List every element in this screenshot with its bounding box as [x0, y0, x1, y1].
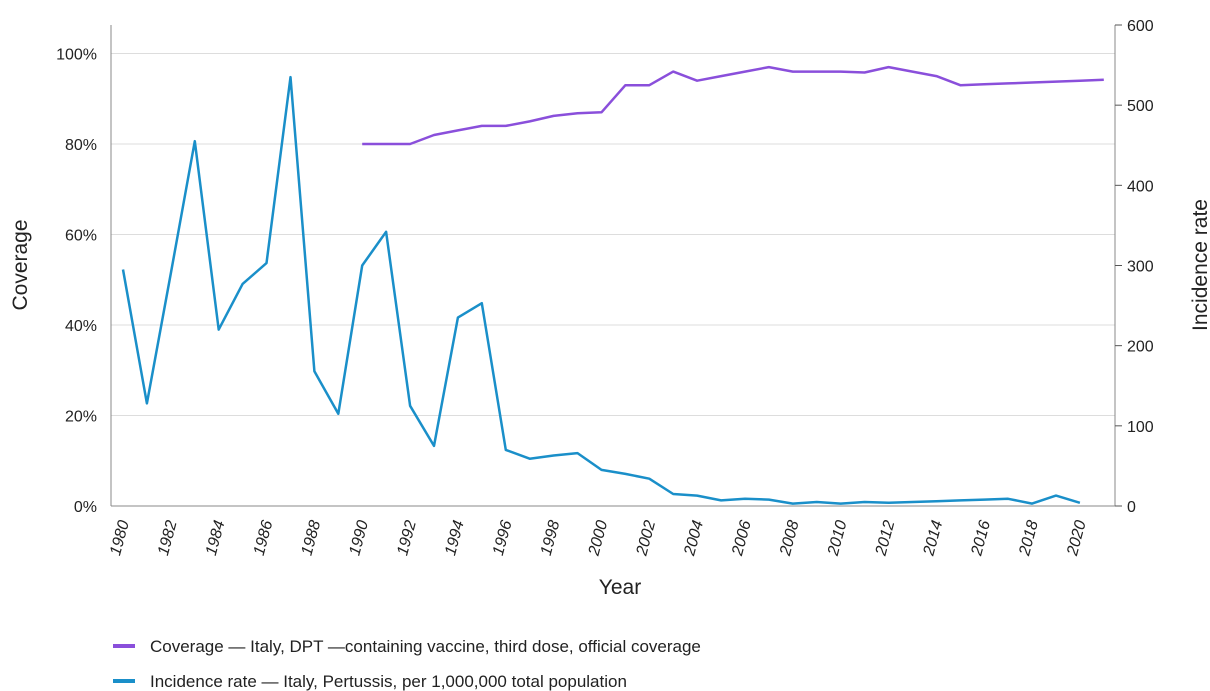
x-tick-label: 2002	[633, 519, 659, 559]
legend-swatch-incidence	[113, 679, 135, 683]
axes	[110, 25, 1116, 507]
x-tick-label: 2016	[968, 519, 994, 559]
y-right-tick-label: 500	[1127, 98, 1154, 115]
y-right-tick-label: 0	[1127, 499, 1136, 516]
x-tick-label: 2008	[777, 519, 803, 559]
x-tick-label: 1994	[442, 519, 468, 558]
legend-label-coverage: Coverage — Italy, DPT —containing vaccin…	[150, 637, 701, 656]
y-right-tick-label: 100	[1127, 419, 1154, 436]
legend: Coverage — Italy, DPT —containing vaccin…	[113, 637, 701, 691]
x-tick-label: 2018	[1016, 519, 1042, 559]
x-tick-label: 1986	[251, 519, 277, 558]
y-left-tick-label: 60%	[65, 228, 97, 245]
legend-item-incidence[interactable]: Incidence rate — Italy, Pertussis, per 1…	[113, 672, 627, 691]
x-tick-label: 1998	[538, 519, 564, 558]
y-left-tick-label: 0%	[74, 499, 97, 516]
x-tick-label: 2000	[585, 519, 611, 559]
x-tick-label: 2004	[681, 519, 707, 559]
x-tick-label: 1988	[299, 519, 325, 558]
y-left-tick-label: 20%	[65, 409, 97, 426]
grid-lines	[111, 53, 1115, 416]
x-tick-label: 2010	[825, 519, 851, 559]
y-right-tick-label: 300	[1127, 259, 1154, 276]
x-tick-label: 2006	[729, 519, 755, 559]
x-tick-label: 1996	[490, 519, 516, 558]
x-tick-label: 1990	[346, 519, 372, 558]
y-left-tick-label: 100%	[56, 47, 97, 64]
y-right-tick-label: 400	[1127, 178, 1154, 195]
series-line-0	[362, 65, 1104, 146]
x-axis-title: Year	[599, 576, 641, 599]
legend-swatch-coverage	[113, 644, 135, 648]
x-axis-ticks: 1980 1982 1984 1986 1988 1990 1992 1994 1996 1998…	[107, 519, 1090, 559]
legend-item-coverage[interactable]: Coverage — Italy, DPT —containing vaccin…	[113, 637, 701, 656]
x-tick-label: 2020	[1064, 519, 1090, 559]
left-axis-ticks: 0% 20% 40% 60% 80% 100%	[56, 47, 97, 517]
y-left-axis-title: Coverage	[9, 219, 32, 310]
x-tick-label: 1982	[155, 519, 181, 558]
right-axis-ticks: 0 100 200 300 400 500 600	[1115, 18, 1154, 516]
y-right-axis-title: Incidence rate	[1189, 199, 1210, 331]
legend-label-incidence: Incidence rate — Italy, Pertussis, per 1…	[150, 672, 627, 691]
y-left-tick-label: 40%	[65, 318, 97, 335]
x-tick-label: 1992	[394, 519, 420, 558]
y-left-tick-label: 80%	[65, 137, 97, 154]
x-tick-label: 2012	[872, 519, 898, 559]
x-tick-label: 2014	[920, 519, 946, 559]
y-right-tick-label: 600	[1127, 18, 1154, 35]
x-tick-label: 1980	[107, 519, 133, 558]
series-lines	[121, 65, 1104, 505]
y-right-tick-label: 200	[1127, 339, 1154, 356]
x-tick-label: 1984	[203, 519, 229, 558]
series-line-1	[121, 75, 1081, 505]
